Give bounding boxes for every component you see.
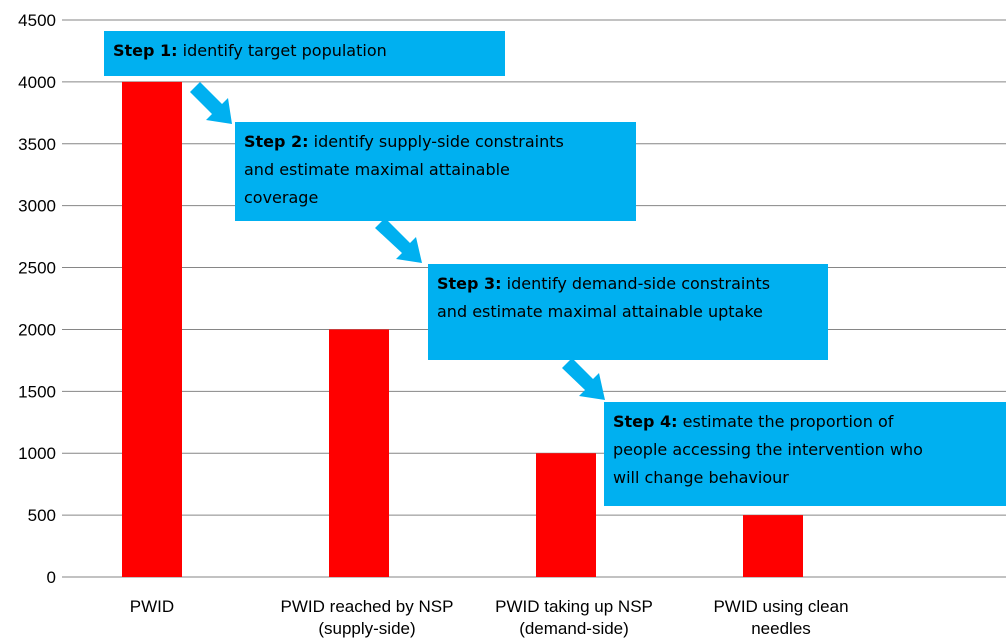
x-tick-label: PWID reached by NSP	[281, 597, 454, 616]
annotation-label: Step 2:	[244, 132, 309, 151]
x-tick-label: needles	[751, 619, 811, 638]
annotation-line: and estimate maximal attainable uptake	[437, 302, 763, 321]
annotation-label: Step 3:	[437, 274, 502, 293]
annotation-text: and estimate maximal attainable uptake	[437, 302, 763, 321]
arrow	[562, 358, 605, 400]
x-tick-label: PWID using clean	[713, 597, 848, 616]
y-tick-label: 3500	[18, 135, 56, 154]
annotation-box	[604, 402, 1006, 506]
y-tick-label: 2000	[18, 320, 56, 339]
bar	[122, 81, 182, 577]
annotation-line: coverage	[244, 188, 318, 207]
annotation-label: Step 1:	[113, 41, 178, 60]
arrow	[190, 82, 232, 124]
annotation-line: estimate the proportion of	[683, 412, 894, 431]
annotation-label: Step 4:	[613, 412, 678, 431]
annotation-text: people accessing the intervention who	[613, 440, 923, 459]
annotation-line: identify demand-side constraints	[507, 274, 770, 293]
grid: 0 500 1000 1500 2000 2500 3000 3500 4000 4500	[18, 11, 1006, 587]
y-tick-label: 4500	[18, 11, 56, 30]
y-tick-label: 2500	[18, 259, 56, 278]
bar	[743, 515, 803, 577]
annotation-text: will change behaviour	[613, 468, 789, 487]
y-tick-label: 1000	[18, 444, 56, 463]
annotation-line: identify supply-side constraints	[314, 132, 564, 151]
y-tick-label: 500	[28, 506, 56, 525]
annotation-text: coverage	[244, 188, 318, 207]
bar	[329, 329, 389, 577]
x-tick-label: PWID taking up NSP	[495, 597, 653, 616]
bar	[536, 453, 596, 577]
annotation-line: people accessing the intervention who	[613, 440, 923, 459]
annotation-box	[235, 122, 636, 221]
annotation-text: Step 4: estimate the proportion of	[613, 412, 894, 431]
annotation-text: Step 3: identify demand-side constraints	[437, 274, 770, 293]
y-tick-label: 0	[47, 568, 56, 587]
y-tick-label: 4000	[18, 73, 56, 92]
y-tick-label: 3000	[18, 197, 56, 216]
annotation-line: and estimate maximal attainable	[244, 160, 510, 179]
annotation-line: will change behaviour	[613, 468, 789, 487]
annotation-box	[428, 264, 828, 360]
annotations: Step 1: identify target population Step 2…	[104, 31, 1006, 506]
y-tick-label: 1500	[18, 382, 56, 401]
annotation-box	[104, 31, 505, 76]
annotation-text: Step 2: identify supply-side constraints	[244, 132, 564, 151]
annotation-line: identify target population	[183, 41, 387, 60]
x-tick-label: (demand-side)	[519, 619, 629, 638]
x-tick-label: (supply-side)	[318, 619, 415, 638]
annotation-text: and estimate maximal attainable	[244, 160, 510, 179]
x-tick-label: PWID	[130, 597, 174, 616]
annotation-text: Step 1: identify target population	[113, 41, 387, 60]
arrows	[190, 82, 605, 400]
arrow	[375, 218, 422, 263]
bars: PWID PWID reached by NSP (supply-side) PWID…	[122, 81, 849, 638]
